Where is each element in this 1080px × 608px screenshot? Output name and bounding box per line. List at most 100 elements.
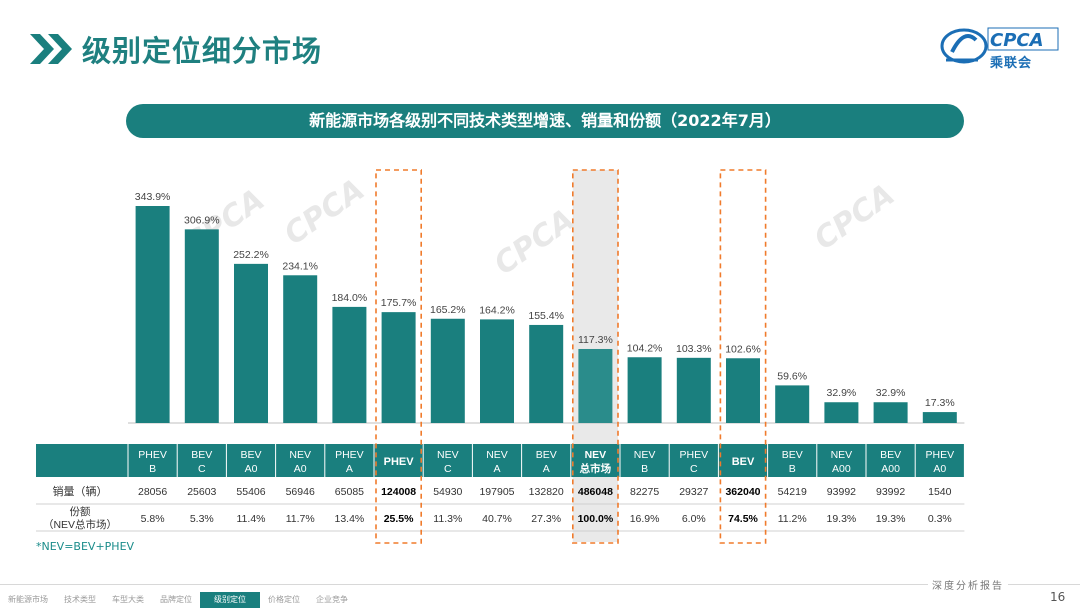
- category-sublabel-10: B: [641, 463, 648, 475]
- row-label-sales: 销量（辆）: [53, 484, 108, 498]
- bar-1: [184, 229, 219, 423]
- category-label-13: BEV: [782, 449, 803, 461]
- category-sublabel-4: A: [346, 463, 353, 475]
- nav-item-0[interactable]: 新能源市场: [8, 595, 48, 604]
- watermark-logo-2: CPCA: [808, 177, 901, 257]
- highlight-box-12: [719, 169, 767, 544]
- sales-cell-15: 93992: [876, 486, 905, 498]
- bar-3: [283, 275, 318, 423]
- bar-value-label-10: 104.2%: [627, 342, 663, 354]
- category-label-12: BEV: [732, 456, 755, 468]
- cpca-logo-icon: [940, 27, 1059, 64]
- category-sublabel-14: A00: [832, 463, 851, 475]
- bar-4: [332, 306, 367, 423]
- category-label-9: NEV: [585, 449, 607, 461]
- share-cell-16: 0.3%: [928, 513, 952, 525]
- sales-cell-14: 93992: [827, 486, 856, 498]
- sales-cell-5: 124008: [381, 486, 416, 498]
- sales-cell-0: 28056: [138, 486, 167, 498]
- sales-cell-4: 65085: [335, 486, 364, 498]
- share-cell-11: 6.0%: [682, 513, 706, 525]
- highlight-box-5: [375, 169, 423, 544]
- bar-16: [922, 412, 957, 423]
- share-cell-14: 19.3%: [827, 513, 857, 525]
- category-label-14: NEV: [831, 449, 853, 461]
- bar-8: [529, 324, 564, 423]
- share-cell-6: 11.3%: [433, 513, 462, 525]
- sales-cell-13: 54219: [778, 486, 807, 498]
- bar-value-label-13: 59.6%: [777, 370, 807, 382]
- share-cell-1: 5.3%: [190, 513, 214, 525]
- bar-12: [726, 358, 760, 423]
- row-label-share-sub: （NEV总市场）: [43, 518, 117, 531]
- sales-cell-11: 29327: [679, 486, 708, 498]
- sales-cell-10: 82275: [630, 486, 659, 498]
- category-sublabel-8: A: [543, 463, 550, 475]
- bar-value-label-11: 103.3%: [676, 343, 712, 355]
- bar-6: [430, 318, 465, 423]
- watermark-logo-0: CPCA: [278, 172, 371, 252]
- bar-14: [824, 402, 859, 423]
- bar-0: [135, 206, 170, 423]
- bar-value-label-5: 175.7%: [381, 297, 417, 309]
- category-sublabel-15: A00: [881, 463, 900, 475]
- sales-cell-6: 54930: [433, 486, 462, 498]
- category-sublabel-0: B: [149, 463, 156, 475]
- sales-cell-3: 56946: [286, 486, 315, 498]
- bar-11: [676, 357, 711, 423]
- category-label-2: BEV: [240, 449, 261, 461]
- category-label-3: NEV: [289, 449, 311, 461]
- bar-value-label-6: 165.2%: [430, 304, 466, 316]
- bar-value-label-0: 343.9%: [135, 191, 171, 203]
- category-sublabel-1: C: [198, 463, 206, 475]
- bar-value-label-12: 102.6%: [725, 343, 761, 355]
- share-cell-10: 16.9%: [630, 513, 660, 525]
- bar-value-label-2: 252.2%: [233, 249, 269, 261]
- footer-divider: [0, 584, 1080, 585]
- highlight-box-9: [571, 169, 619, 544]
- bar-13: [775, 385, 810, 423]
- footnote: *NEV=BEV+PHEV: [36, 540, 135, 553]
- section-nav: 新能源市场 技术类型 车型大类 品牌定位 级别定位 价格定位 企业竞争: [0, 592, 356, 608]
- share-cell-9: 100.0%: [578, 513, 614, 525]
- bar-15: [873, 402, 908, 423]
- category-label-15: BEV: [880, 449, 901, 461]
- share-cell-0: 5.8%: [141, 513, 165, 525]
- bar-7: [480, 319, 514, 423]
- logo-text: CPCA: [990, 30, 1044, 51]
- category-label-4: PHEV: [335, 449, 364, 461]
- nav-item-4[interactable]: 级别定位: [200, 592, 260, 608]
- nav-item-2[interactable]: 车型大类: [112, 595, 144, 604]
- category-label-0: PHEV: [138, 449, 167, 461]
- row-label-share: 份额: [70, 505, 91, 518]
- bar-5: [381, 312, 416, 423]
- sales-cell-7: 197905: [479, 486, 514, 498]
- share-cell-3: 11.7%: [286, 513, 315, 525]
- share-cell-5: 25.5%: [384, 513, 414, 525]
- sales-cell-1: 25603: [187, 486, 216, 498]
- category-sublabel-16: A0: [933, 463, 946, 475]
- category-label-8: BEV: [536, 449, 557, 461]
- category-sublabel-7: A: [493, 463, 500, 475]
- page-number: 16: [1050, 590, 1066, 604]
- nav-item-1[interactable]: 技术类型: [64, 595, 96, 604]
- watermark-logo-1: CPCA: [488, 202, 581, 282]
- share-cell-2: 11.4%: [237, 513, 266, 525]
- page-title: 级别定位细分市场: [82, 34, 323, 68]
- bar-value-label-7: 164.2%: [479, 304, 515, 316]
- share-cell-7: 40.7%: [482, 513, 512, 525]
- bar-2: [234, 263, 268, 423]
- nav-item-3[interactable]: 品牌定位: [160, 595, 192, 604]
- nav-item-6[interactable]: 企业竞争: [316, 595, 348, 604]
- category-label-5: PHEV: [384, 456, 415, 468]
- bar-value-label-14: 32.9%: [827, 387, 857, 399]
- category-sublabel-3: A0: [294, 463, 307, 475]
- logo-cn-text: 乘联会: [990, 56, 1033, 71]
- category-label-11: PHEV: [680, 449, 709, 461]
- share-cell-15: 19.3%: [876, 513, 906, 525]
- chart-title-banner: 新能源市场各级别不同技术类型增速、销量和份额（2022年7月）: [126, 104, 964, 138]
- nav-item-5[interactable]: 价格定位: [268, 595, 300, 604]
- category-label-10: NEV: [634, 449, 656, 461]
- bar-9: [578, 348, 613, 423]
